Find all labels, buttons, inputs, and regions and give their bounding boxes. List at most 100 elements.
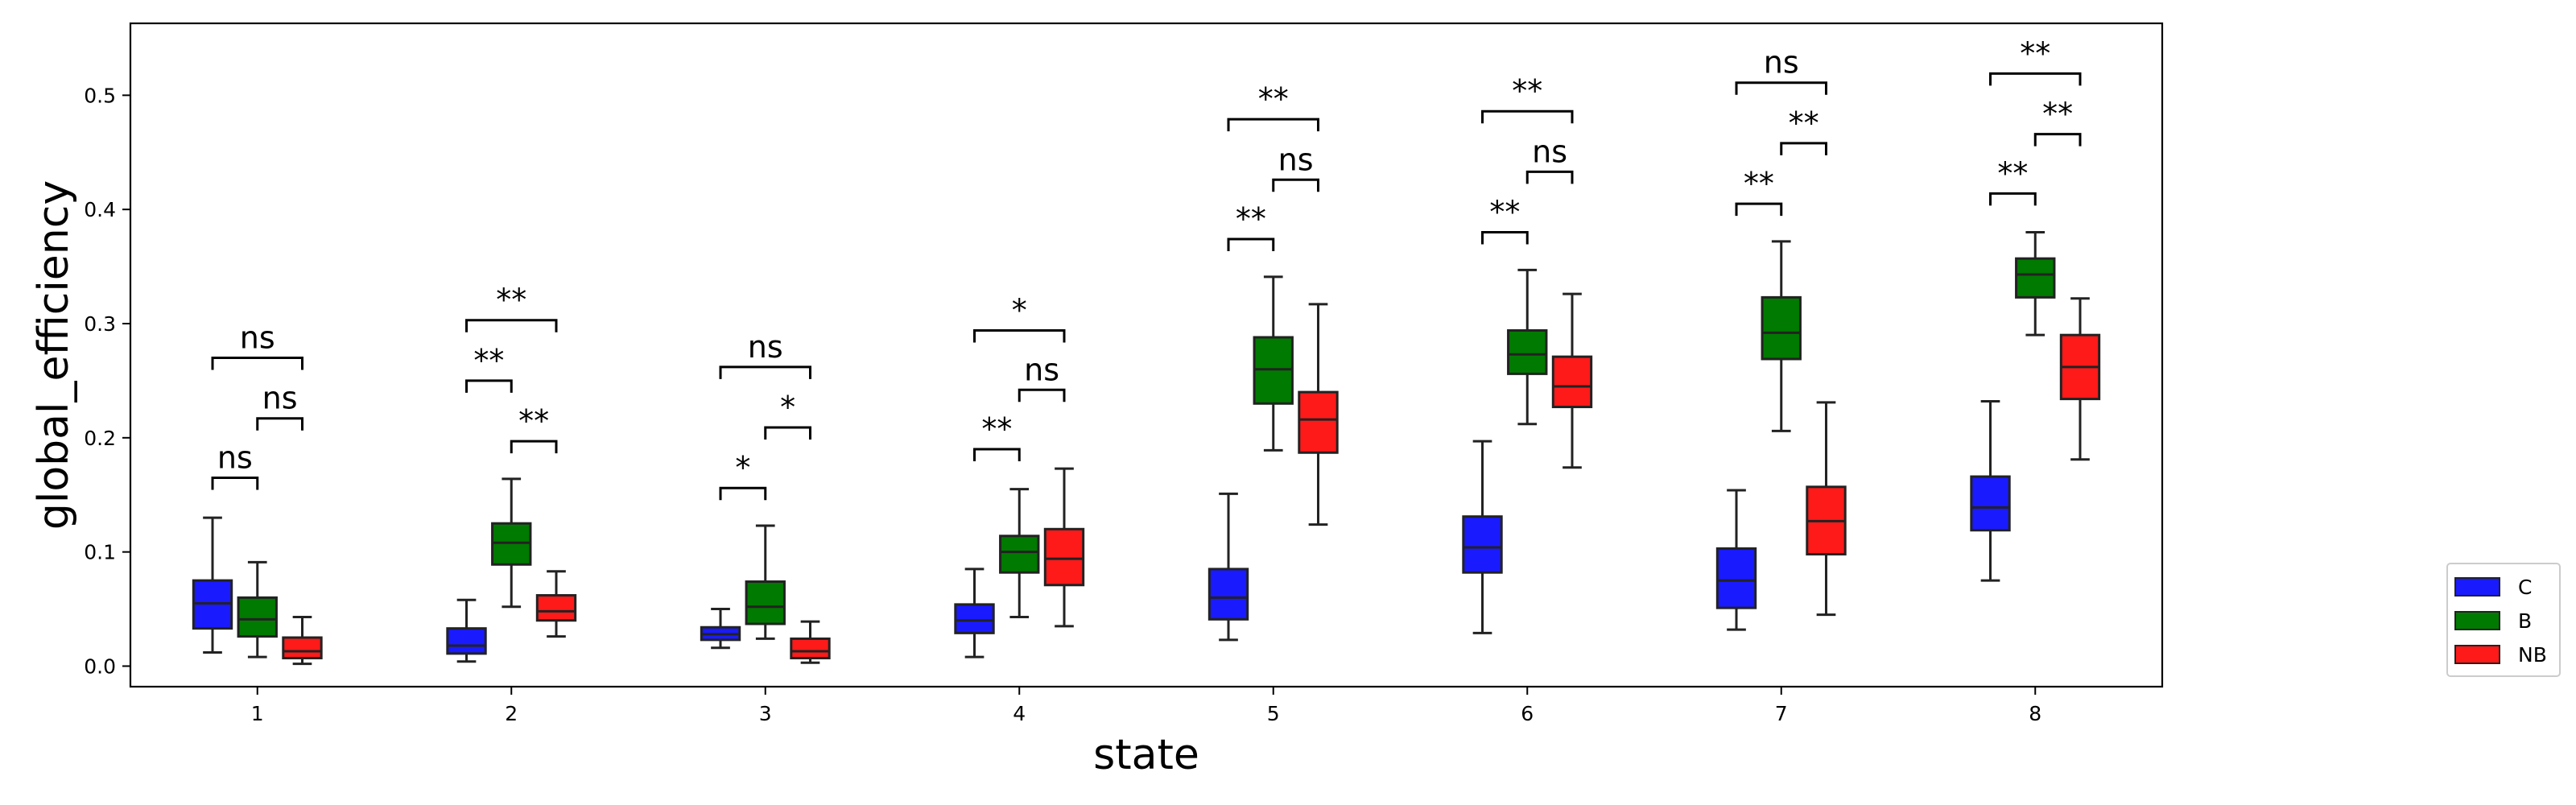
bracket-line [465,379,513,393]
significance-bracket: ns [256,381,303,431]
significance-bracket: ns [211,320,303,370]
box-C-state-1 [192,516,233,654]
bracket-line [211,357,303,370]
iqr-box [745,580,786,625]
significance-label: ns [262,381,298,416]
significance-label: ** [1512,73,1542,109]
x-tick-label: 1 [251,702,264,725]
significance-label: ns [1764,45,1799,80]
significance-bracket: ** [1227,81,1319,132]
bracket-line [510,440,558,454]
x-tick-label: 2 [505,702,518,725]
iqr-box [1970,475,2011,532]
box-B-state-3 [745,524,786,640]
significance-bracket: ** [1227,201,1275,252]
significance-bracket: ns [1018,352,1066,402]
bracket-line [1227,118,1319,132]
significance-bracket: ** [510,403,558,454]
significance-bracket: ** [1989,35,2082,86]
box-B-state-2 [491,477,532,609]
bracket-line [764,426,811,440]
y-tick-label: 0.3 [84,312,116,336]
plot-frame [129,22,2164,688]
bracket-line [211,476,259,490]
bracket-line [973,329,1066,343]
significance-bracket: ** [1989,155,2037,206]
legend-swatch-C [2454,577,2500,597]
box-series [192,231,2101,666]
legend-label-NB: NB [2518,643,2547,667]
significance-bracket: ** [1780,105,1827,155]
significance-label: ** [2042,97,2073,132]
box-C-state-7 [1715,489,1757,631]
x-tick-label: 7 [1775,702,1788,725]
iqr-box [2015,257,2056,299]
significance-label: ** [981,411,1012,447]
significance-label: ** [1744,166,1774,201]
significance-label: ns [1024,352,1059,387]
iqr-box [790,637,831,660]
iqr-box [1298,390,1339,454]
bracket-line [1272,178,1319,192]
box-NB-state-5 [1298,303,1339,526]
y-tick-label: 0.4 [84,198,116,221]
significance-label: ns [1532,134,1567,169]
box-C-state-4 [954,568,995,658]
significance-label: ** [1489,195,1520,230]
significance-label: ** [2020,35,2050,71]
bracket-line [719,486,767,501]
significance-label: ns [1278,142,1314,177]
box-C-state-8 [1970,399,2011,582]
y-tick-label: 0.1 [84,541,116,564]
x-tick-label: 5 [1267,702,1280,725]
significance-label: ** [1789,105,1819,141]
significance-label: ** [473,343,504,378]
bracket-line [1735,81,1827,95]
box-NB-state-6 [1551,292,1593,469]
bracket-line [465,319,558,332]
y-tick-label: 0.2 [84,427,116,450]
significance-label: ns [217,440,253,475]
bracket-line [256,417,303,431]
box-C-state-5 [1208,492,1249,642]
iqr-box [999,535,1040,574]
box-NB-state-4 [1043,467,1085,628]
legend: CB NB [2446,563,2561,677]
significance-bracket: ns [719,329,811,379]
significance-label: * [1012,293,1027,328]
significance-label: ** [1236,201,1266,237]
significance-label: ns [748,329,783,365]
x-axis: 1 2 3 4 5 6 7 8 [251,687,2041,725]
significance-bracket: ns [211,440,259,490]
iqr-box [1462,515,1503,574]
significance-annotations: nsnsns********ns**ns***ns****ns******ns*… [211,35,2082,501]
bracket-line [1989,192,2037,206]
y-tick-label: 0.5 [84,84,116,107]
iqr-box [1507,329,1548,375]
iqr-box [1208,568,1249,621]
bracket-line [1018,388,1066,402]
box-NB-state-8 [2059,297,2101,461]
significance-bracket: ns [1272,142,1319,192]
significance-bracket: ns [1735,45,1827,95]
box-C-state-2 [446,598,487,663]
box-NB-state-7 [1806,401,1847,617]
legend-swatch-B [2454,611,2500,630]
significance-label: ** [496,283,526,318]
significance-label: ** [1997,155,2028,191]
x-tick-label: 3 [759,702,772,725]
box-NB-state-1 [282,615,323,666]
iqr-box [1761,295,1802,361]
legend-label-C: C [2518,576,2532,599]
significance-bracket: * [973,293,1066,343]
significance-bracket: * [764,390,811,440]
iqr-box [954,603,995,634]
box-B-state-7 [1761,240,1802,432]
bracket-line [1525,170,1574,184]
box-B-state-6 [1507,268,1548,426]
iqr-box [1715,547,1757,609]
bracket-line [2033,133,2082,147]
bracket-line [1227,237,1275,252]
box-C-state-3 [700,608,741,650]
